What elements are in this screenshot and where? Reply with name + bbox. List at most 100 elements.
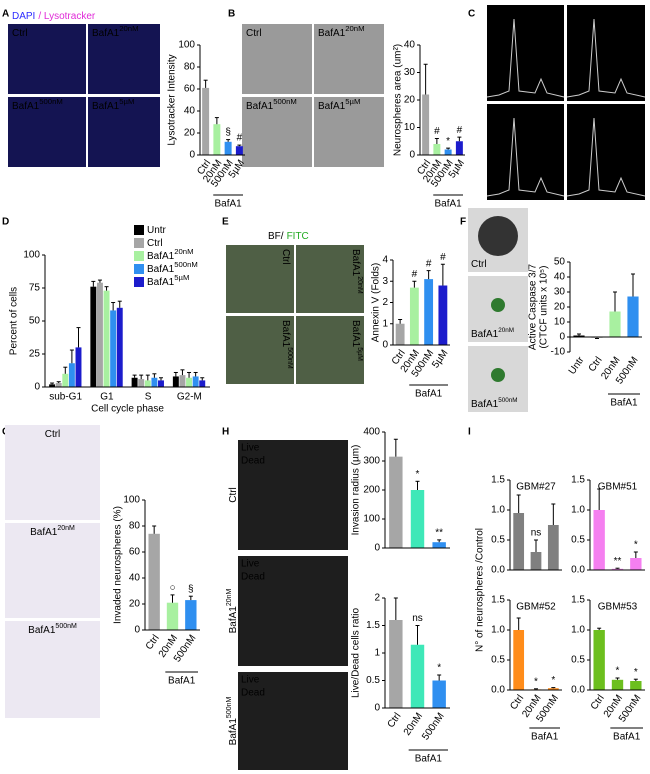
image-label-main: BafA1 (228, 606, 239, 634)
image-label: BafA1500nM (280, 320, 293, 369)
bar (116, 307, 123, 387)
x-tick-label: G2-M (177, 392, 202, 403)
x-tick-label: sub-G1 (49, 392, 82, 403)
image-label-main: Ctrl (12, 28, 28, 39)
y-tick-label: 30 (404, 67, 416, 78)
y-tick-label: 1 (382, 318, 388, 329)
panel-letter: F (460, 217, 466, 228)
image-tile (238, 440, 348, 550)
y-tick-label: 30 (554, 287, 566, 298)
y-tick-label: 3 (382, 276, 388, 287)
histogram-trace (486, 18, 565, 98)
y-tick-label: 40 (184, 106, 196, 117)
image-label-sup: 5µM (626, 105, 641, 114)
image-tile (487, 104, 564, 200)
image-header-part: / Lysotracker (38, 11, 96, 22)
image-tile (88, 24, 160, 94)
legend-label-main: BafA1 (147, 264, 175, 275)
significance-label: * (551, 675, 555, 686)
image-label: BafA1500nM (12, 97, 63, 112)
image-label-sup: 20nM (498, 327, 514, 334)
bar (49, 384, 56, 387)
significance-label: # (434, 126, 440, 137)
image-label: BafA120nM (30, 525, 75, 538)
image-tile (5, 621, 100, 718)
y-tick-label: 0 (374, 543, 380, 554)
bar (166, 602, 179, 630)
image-tile (242, 24, 312, 94)
image-label-sup: 500nM (39, 97, 63, 106)
bar (158, 380, 164, 387)
bar (530, 552, 542, 570)
y-tick-label: 4 (382, 255, 388, 266)
significance-label: # (426, 258, 432, 269)
bar (55, 383, 62, 387)
sphere (491, 368, 505, 382)
image-label-sup: 20nM (226, 588, 233, 606)
y-tick-label: 1.0 (491, 625, 505, 636)
y-tick-label: 20 (129, 599, 141, 610)
bar (410, 644, 425, 708)
y-axis-label: (CTCF units x 10⁵) (539, 265, 550, 348)
significance-label: * (534, 676, 538, 687)
bar (75, 347, 82, 387)
histogram-trace (566, 117, 646, 197)
bar (199, 380, 206, 387)
legend-label: BafA15µM (147, 273, 189, 288)
legend-swatch (134, 251, 144, 261)
panel-letter: E (222, 217, 229, 228)
bar (144, 380, 151, 387)
image-tile (226, 245, 294, 313)
image-tile (314, 24, 384, 94)
bar (513, 513, 525, 570)
bar (444, 149, 452, 155)
image-label: BafA1500nM (226, 697, 239, 746)
legend-label: Untr (147, 225, 167, 236)
bar (224, 141, 232, 155)
y-tick-label: 40 (554, 272, 566, 283)
image-label-sup: 5µM (356, 347, 363, 361)
legend-swatch (134, 238, 144, 248)
image-tile (296, 316, 364, 384)
y-tick-label: 0.0 (491, 565, 505, 576)
image-label-main: Ctrl (45, 429, 61, 440)
bar (438, 285, 448, 345)
group-label: BafA1 (610, 398, 638, 409)
group-label: BafA1 (415, 389, 443, 400)
group-label: BafA1 (613, 732, 641, 743)
bar (202, 87, 210, 155)
y-tick-label: 300 (363, 456, 380, 467)
chart-title: GBM#27 (516, 482, 556, 493)
image-label-main: BafA1 (471, 399, 499, 410)
y-axis-label: Percent of cells (9, 287, 20, 355)
histogram-trace (566, 18, 646, 98)
bar (213, 124, 221, 155)
legend-label-main: Ctrl (147, 238, 163, 249)
image-label-sup: 5µM (119, 97, 134, 106)
image-number: 11 (492, 166, 503, 177)
bar (138, 379, 145, 387)
y-tick-label: 0 (189, 150, 195, 161)
live-label: Live (241, 443, 260, 454)
image-label: BafA15µM (350, 320, 363, 361)
image-tile (567, 104, 645, 200)
y-tick-label: 0 (382, 340, 388, 351)
image-tile (567, 5, 645, 101)
y-tick-label: 400 (363, 427, 380, 438)
image-label-sup: 20nM (57, 525, 75, 532)
image-label-main: BafA1 (92, 101, 120, 112)
image-tile (296, 245, 364, 313)
y-tick-label: 0.0 (571, 685, 585, 696)
bar (609, 311, 621, 337)
bar (185, 600, 197, 630)
image-header-part: DAPI (12, 11, 35, 22)
image-label: BafA1500nM (28, 623, 77, 636)
significance-label: ○ (169, 583, 175, 594)
chart-title: GBM#52 (516, 602, 556, 613)
legend-label-sup: 20nM (174, 247, 193, 256)
image-tile (487, 5, 564, 101)
y-tick-label: 0.5 (491, 535, 505, 546)
legend-swatch (134, 277, 144, 287)
bar (422, 94, 430, 155)
